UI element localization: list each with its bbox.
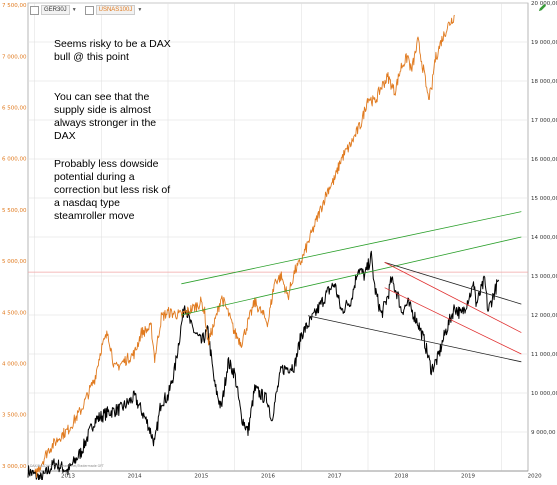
green-trendline xyxy=(181,236,522,316)
x-tick-label: 2013 xyxy=(61,474,75,480)
x-tick-label: 2018 xyxy=(394,474,408,480)
x-tick-label: 2015 xyxy=(194,474,208,480)
dropdown-arrow-icon[interactable]: ▼ xyxy=(71,7,77,13)
symbol-selector-nasdaq[interactable]: USNAS100J ▼ xyxy=(84,5,143,15)
left-tick-label: 5 500,00 xyxy=(2,208,27,214)
symbol-label-dax: GER30J xyxy=(41,5,70,15)
left-tick-label: 5 000,00 xyxy=(2,259,27,265)
right-tick-label: 13 000,00 xyxy=(531,274,557,280)
dropdown-arrow-icon[interactable]: ▼ xyxy=(137,7,143,13)
red-trendline xyxy=(384,261,522,333)
right-tick-label: 9 000,00 xyxy=(531,430,556,436)
red-trendline xyxy=(384,287,522,355)
left-tick-label: 7 000,00 xyxy=(2,54,27,60)
black-trendline xyxy=(384,261,522,305)
right-tick-label: 19 000,00 xyxy=(531,40,557,46)
right-tick-label: 14 000,00 xyxy=(531,235,557,241)
left-tick-label: 3 000,00 xyxy=(2,464,27,470)
right-tick-label: 15 000,00 xyxy=(531,196,557,202)
black-trendline xyxy=(307,315,522,363)
left-tick-label: 6 000,00 xyxy=(2,157,27,163)
right-tick-label: 16 000,00 xyxy=(531,157,557,163)
green-trendline xyxy=(181,211,522,285)
right-tick-label: 11 000,00 xyxy=(531,352,557,358)
checkbox-icon[interactable] xyxy=(30,5,39,15)
left-tick-label: 4 500,00 xyxy=(2,310,27,316)
right-tick-label: 12 000,00 xyxy=(531,313,557,319)
x-tick-label: 2016 xyxy=(261,474,275,480)
nasdaq-price-line xyxy=(34,14,455,478)
symbol-toolbar: GER30J ▼ USNAS100J ▼ xyxy=(30,3,142,17)
right-tick-label: 18 000,00 xyxy=(531,79,557,85)
left-tick-label: 4 000,00 xyxy=(2,361,27,367)
right-tick-label: 20 000,00 xyxy=(531,1,557,7)
right-tick-label: 17 000,00 xyxy=(531,118,557,124)
checkbox-icon[interactable] xyxy=(84,5,94,15)
x-tick-label: 2017 xyxy=(328,474,342,480)
x-tick-label: 2019 xyxy=(461,474,475,480)
annotation-text-2: You can see that the supply side is almo… xyxy=(54,91,157,142)
right-tick-label: 10 000,00 xyxy=(531,391,557,397)
left-tick-label: 6 500,00 xyxy=(2,105,27,111)
symbol-label-nasdaq: USNAS100J xyxy=(95,5,136,15)
footer-note: DAX/NASDAQ © finanzen.net/Tradermade GFT xyxy=(30,464,104,468)
dax-price-line xyxy=(27,250,500,484)
left-tick-label: 7 500,00 xyxy=(2,3,27,9)
left-tick-label: 3 500,00 xyxy=(2,413,27,419)
x-tick-label: 2014 xyxy=(128,474,142,480)
symbol-selector-dax[interactable]: GER30J ▼ xyxy=(30,5,77,15)
x-tick-label: 2020 xyxy=(528,474,542,480)
annotation-text-1: Seems risky to be a DAX bull @ this poin… xyxy=(54,38,171,63)
pencil-icon[interactable] xyxy=(538,3,547,12)
annotation-text-3: Probably less dowside potential during a… xyxy=(54,158,171,222)
